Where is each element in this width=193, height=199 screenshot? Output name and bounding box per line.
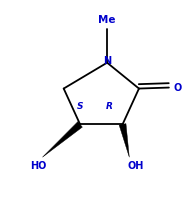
Text: S: S (77, 102, 83, 111)
Text: O: O (174, 83, 182, 93)
Text: OH: OH (128, 161, 144, 171)
Text: Me: Me (98, 15, 116, 25)
Text: HO: HO (30, 161, 47, 171)
Text: N: N (103, 56, 111, 66)
Polygon shape (42, 122, 82, 157)
Polygon shape (119, 124, 129, 157)
Text: R: R (106, 102, 113, 111)
